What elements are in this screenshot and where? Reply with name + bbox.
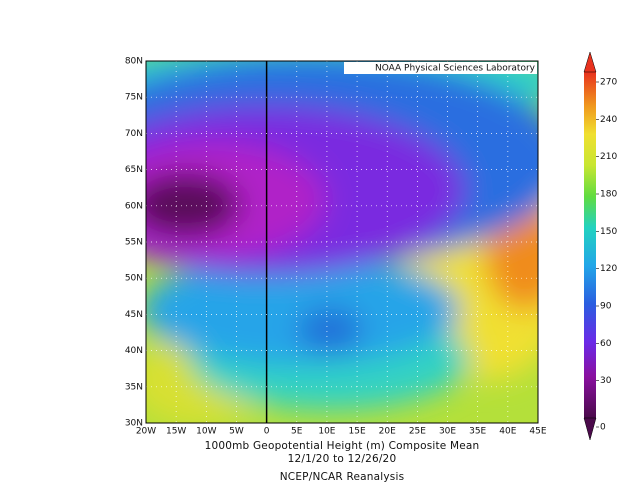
colorbar-label: 150 bbox=[600, 227, 617, 237]
lat-label: 65N bbox=[125, 165, 143, 175]
colorbar-bottom-arrow bbox=[583, 417, 597, 441]
colorbar-label: 30 bbox=[600, 376, 612, 386]
lon-label: 15E bbox=[349, 427, 366, 437]
lat-label: 70N bbox=[125, 129, 143, 139]
lon-label: 20E bbox=[379, 427, 396, 437]
colorbar-label: 0 bbox=[600, 423, 606, 433]
colorbar bbox=[584, 72, 596, 418]
lon-label: 5E bbox=[291, 427, 303, 437]
lon-label: 40E bbox=[499, 427, 516, 437]
lon-label: 15W bbox=[166, 427, 186, 437]
lon-label: 10E bbox=[318, 427, 335, 437]
colorbar-top-arrow bbox=[583, 51, 597, 73]
lon-label: 10W bbox=[196, 427, 216, 437]
colorbar-label: 240 bbox=[600, 115, 617, 125]
lon-label: 35E bbox=[469, 427, 486, 437]
lat-label: 30N bbox=[125, 419, 143, 429]
lon-label: 30E bbox=[439, 427, 456, 437]
lat-label: 40N bbox=[125, 346, 143, 356]
caption-dates: 12/1/20 to 12/26/20 bbox=[288, 453, 397, 465]
height-field bbox=[146, 61, 538, 423]
colorbar-label: 210 bbox=[600, 152, 617, 162]
credit: NOAA Physical Sciences Laboratory bbox=[375, 64, 536, 74]
caption-title: 1000mb Geopotential Height (m) Composite… bbox=[205, 440, 480, 452]
graticule bbox=[146, 61, 538, 423]
colorbar-label: 180 bbox=[600, 190, 617, 200]
lat-label: 55N bbox=[125, 238, 143, 248]
lon-label: 45E bbox=[529, 427, 546, 437]
lat-label: 60N bbox=[125, 201, 143, 211]
lat-label: 80N bbox=[125, 57, 143, 67]
credit-box bbox=[344, 62, 537, 74]
map-frame bbox=[145, 60, 539, 424]
lon-label: 20W bbox=[136, 427, 156, 437]
lon-label: 5W bbox=[229, 427, 244, 437]
colorbar-label: 90 bbox=[600, 302, 612, 312]
lat-label: 50N bbox=[125, 274, 143, 284]
colorbar-label: 120 bbox=[600, 264, 617, 274]
lon-label: 0 bbox=[264, 427, 270, 437]
caption-source: NCEP/NCAR Reanalysis bbox=[280, 471, 405, 483]
lat-label: 75N bbox=[125, 93, 143, 103]
lat-label: 45N bbox=[125, 310, 143, 320]
colorbar-label: 60 bbox=[600, 339, 612, 349]
lat-label: 35N bbox=[125, 382, 143, 392]
colorbar-label: 270 bbox=[600, 78, 617, 88]
lon-label: 25E bbox=[409, 427, 426, 437]
